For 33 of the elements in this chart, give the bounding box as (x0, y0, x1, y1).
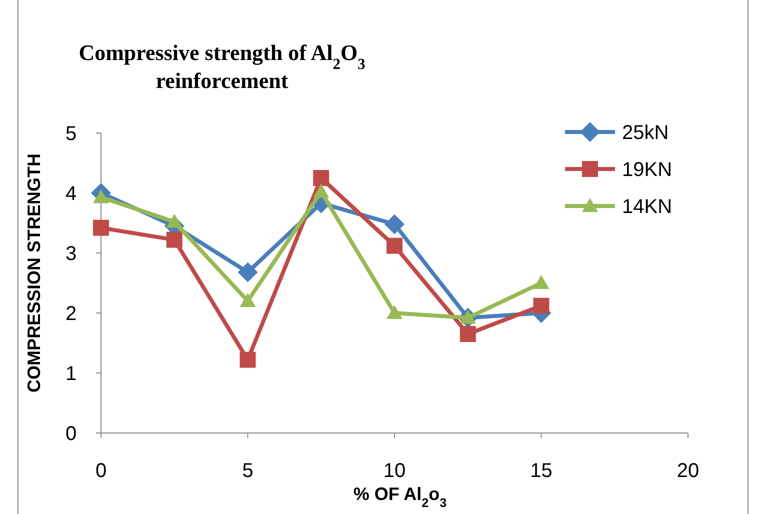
x-tick-label: 5 (242, 460, 254, 482)
x-tick-label: 20 (676, 460, 700, 482)
y-tick-label: 0 (65, 423, 77, 445)
point (460, 326, 476, 342)
point (386, 238, 402, 254)
point (240, 293, 256, 307)
y-tick-label: 4 (65, 183, 77, 205)
point (240, 352, 256, 368)
y-tick-label: 3 (65, 243, 77, 265)
point (533, 275, 550, 289)
point (533, 298, 550, 314)
point (166, 232, 182, 248)
chart-title: Compressive strength of Al$_{2}$O$_{3}$ reinforcement (78, 40, 366, 93)
legend-label: 14KN (622, 196, 672, 218)
x-tick-label: 15 (530, 460, 552, 482)
point (313, 184, 330, 198)
point (460, 310, 476, 324)
legend-label: 19KN (622, 159, 672, 181)
x-axis-title: % OF Al$_{2}$o$_{3}$ (353, 484, 447, 510)
x-tick-label: 0 (95, 460, 107, 482)
point (166, 214, 182, 228)
legend-label: 25kN (622, 122, 669, 144)
point (313, 170, 330, 186)
y-tick-label: 2 (65, 303, 77, 325)
point (93, 220, 109, 236)
x-tick-label: 10 (383, 460, 406, 482)
point (386, 305, 402, 319)
y-tick-label: 5 (65, 123, 77, 145)
point (238, 262, 258, 282)
y-tick-label: 1 (65, 363, 77, 385)
point (93, 189, 109, 204)
y-axis-title: COMPRESSION STRENGTH (24, 153, 44, 393)
point (384, 214, 404, 234)
